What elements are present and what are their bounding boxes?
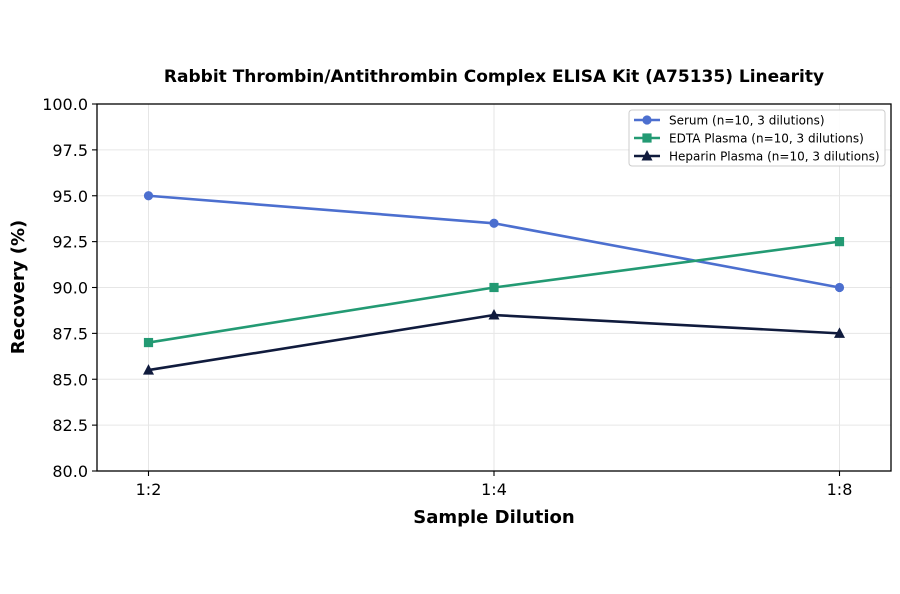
data-point: [488, 309, 500, 320]
chart-title: Rabbit Thrombin/Antithrombin Complex ELI…: [164, 67, 824, 87]
y-axis: 80.0 82.5 85.0 87.5 90.0 92.5 95.0 97.5 100.0: [42, 95, 97, 481]
x-axis-label: Sample Dilution: [413, 507, 574, 528]
legend-entry: Serum (n=10, 3 dilutions): [634, 114, 825, 128]
legend-label: Serum (n=10, 3 dilutions): [669, 114, 825, 128]
y-tick-label: 85.0: [52, 370, 88, 389]
data-point: [489, 218, 499, 228]
legend-entry: Heparin Plasma (n=10, 3 dilutions): [634, 150, 880, 164]
data-point: [489, 282, 499, 293]
y-tick-label: 95.0: [52, 187, 88, 206]
y-tick-label: 100.0: [42, 95, 88, 114]
legend-label: EDTA Plasma (n=10, 3 dilutions): [669, 132, 864, 146]
y-tick-label: 82.5: [52, 416, 88, 435]
x-tick-label: 1:4: [481, 480, 507, 499]
legend: Serum (n=10, 3 dilutions) EDTA Plasma (n=…: [628, 109, 886, 167]
y-tick-label: 90.0: [52, 279, 88, 298]
series-1: [143, 237, 845, 348]
data-point: [143, 191, 154, 201]
y-tick-label: 92.5: [52, 233, 88, 252]
series-2: [143, 309, 845, 375]
x-axis: 1:2 1:4 1:8: [136, 471, 853, 499]
x-tick-label: 1:2: [136, 480, 162, 499]
series-0: [143, 191, 845, 293]
series-layer: [143, 191, 845, 375]
data-point: [834, 282, 845, 293]
data-point: [834, 327, 845, 338]
y-axis-label: Recovery (%): [8, 220, 29, 354]
legend-entry: EDTA Plasma (n=10, 3 dilutions): [634, 132, 864, 146]
data-point: [143, 364, 154, 375]
legend-box: [628, 109, 886, 167]
x-tick-label: 1:8: [827, 480, 853, 499]
data-point: [143, 337, 154, 348]
legend-label: Heparin Plasma (n=10, 3 dilutions): [669, 150, 880, 164]
y-tick-label: 80.0: [52, 462, 88, 481]
legend-marker: [642, 115, 652, 125]
data-point: [834, 237, 845, 247]
y-tick-label: 87.5: [52, 324, 88, 343]
legend-marker: [641, 150, 653, 161]
y-tick-label: 97.5: [52, 141, 88, 160]
legend-marker: [642, 133, 652, 143]
